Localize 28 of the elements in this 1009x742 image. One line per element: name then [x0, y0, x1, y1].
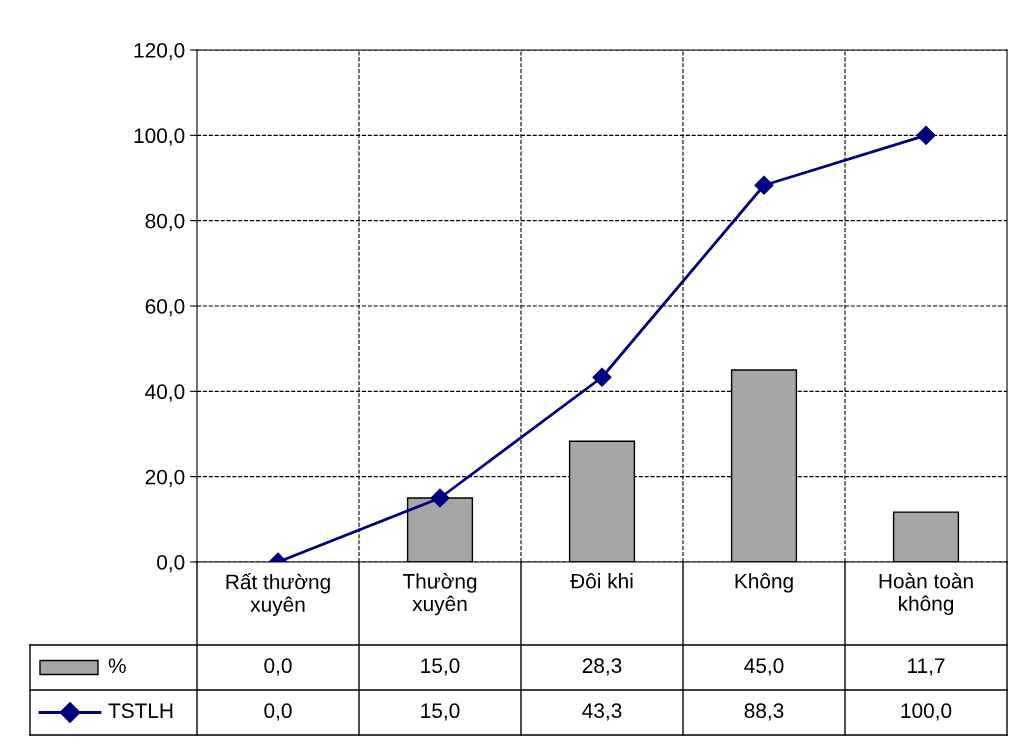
- y-tick-label: 100,0: [134, 128, 185, 146]
- point: [430, 488, 450, 508]
- y-tick-label: 40,0: [145, 384, 185, 402]
- data-label: 43,3: [582, 703, 622, 721]
- x-tick-label: Rất thường xuyên: [226, 573, 330, 616]
- point: [754, 175, 774, 195]
- data-label: 28,3: [582, 658, 622, 676]
- data-label: 15,0: [421, 703, 460, 721]
- y-tick-label: 80,0: [145, 213, 185, 231]
- y-tick-label: 60,0: [145, 299, 185, 317]
- data-label: 88,3: [744, 703, 784, 721]
- data-label: 11,7: [908, 658, 945, 676]
- x-tick-label: Hoàn toàn không: [879, 572, 973, 616]
- point: [592, 367, 612, 387]
- data-label: 45,0: [744, 658, 784, 676]
- data-label: 0,0: [264, 658, 292, 676]
- data-label: 100,0: [901, 703, 952, 721]
- x-tick-label: Đôi khi: [570, 573, 633, 589]
- x-tick-label: Không: [735, 573, 793, 593]
- legend-label: %: [108, 658, 126, 674]
- point: [916, 125, 936, 145]
- x-tick-label: Thường xuyên: [402, 573, 477, 616]
- y-tick-label: 20,0: [145, 469, 185, 487]
- data-label: 15,0: [421, 658, 460, 676]
- y-tick-label: 120,0: [134, 43, 185, 61]
- legend-label: TSTLH: [108, 703, 173, 719]
- data-label: 0,0: [264, 703, 292, 721]
- y-tick-label: 0,0: [157, 555, 185, 573]
